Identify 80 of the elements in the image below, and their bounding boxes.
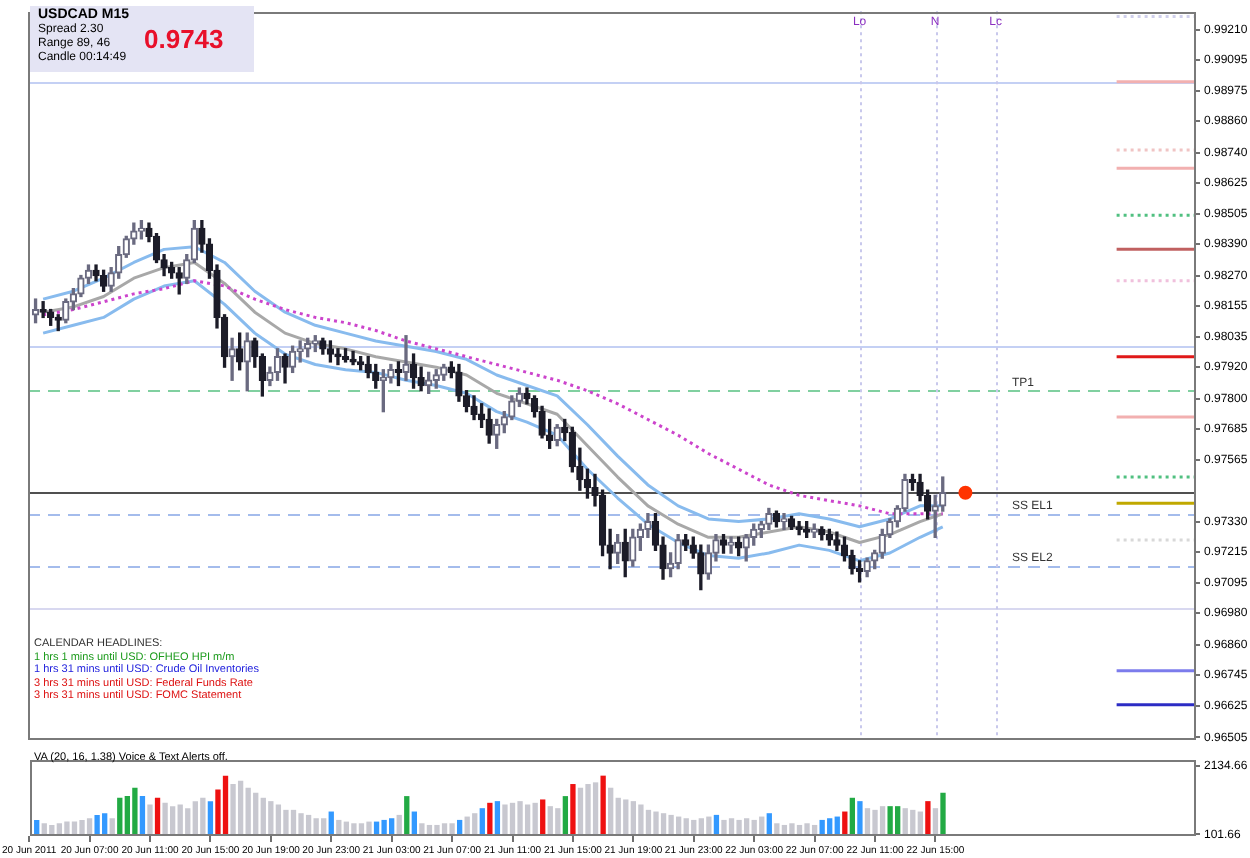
candlestick <box>674 533 682 570</box>
bar <box>592 782 599 836</box>
bar <box>313 818 319 836</box>
bar <box>570 784 576 836</box>
bar <box>487 802 493 836</box>
candlestick <box>485 408 493 444</box>
bar <box>298 813 304 836</box>
bar <box>419 823 425 836</box>
candlestick <box>780 513 788 531</box>
candlestick <box>470 395 478 421</box>
candlestick <box>614 533 622 565</box>
bar <box>940 792 946 836</box>
bar <box>132 787 138 836</box>
candlestick <box>682 533 690 552</box>
bar <box>434 824 440 836</box>
candlestick <box>349 350 357 366</box>
bar <box>585 784 591 836</box>
candlestick <box>281 353 289 384</box>
candlestick <box>326 340 335 363</box>
bar <box>502 804 508 836</box>
bar <box>562 796 569 836</box>
candlestick <box>795 520 803 536</box>
bar <box>857 801 863 836</box>
bar <box>222 775 229 836</box>
bar <box>283 809 289 836</box>
bar <box>540 799 546 836</box>
bar <box>124 796 130 836</box>
bar <box>64 821 70 836</box>
bar <box>230 784 236 836</box>
candlestick <box>765 507 773 531</box>
bar <box>774 823 780 836</box>
bar <box>721 819 727 836</box>
bar <box>237 780 244 836</box>
bar <box>449 823 455 836</box>
candlestick <box>727 536 735 554</box>
bar <box>162 802 168 836</box>
bar <box>94 814 100 836</box>
candlestick <box>719 533 728 554</box>
bar <box>600 775 606 836</box>
bar <box>404 796 410 836</box>
candlestick <box>243 332 251 392</box>
candlestick <box>825 528 834 546</box>
candlestick <box>334 348 342 366</box>
candlestick <box>432 369 440 389</box>
candlestick <box>493 418 501 449</box>
candlestick <box>175 267 183 295</box>
line-series <box>41 279 945 516</box>
bar <box>623 799 629 836</box>
candlestick <box>697 544 705 591</box>
candlestick <box>402 335 410 381</box>
bar <box>872 809 878 836</box>
bar <box>706 816 712 836</box>
bar <box>819 819 825 836</box>
bar <box>200 797 206 836</box>
annotation: 0.9743 <box>144 24 224 54</box>
bar <box>517 801 523 836</box>
candlestick <box>99 269 108 292</box>
candlestick <box>341 348 350 363</box>
candlestick <box>379 369 387 413</box>
bar <box>139 796 146 836</box>
bar <box>653 811 659 836</box>
candlestick <box>394 361 403 387</box>
bar <box>668 814 674 836</box>
bar <box>147 804 153 836</box>
bar <box>79 819 85 836</box>
candlestick <box>39 301 47 319</box>
candlestick <box>863 557 871 578</box>
bar <box>804 823 810 836</box>
candlestick <box>440 363 448 381</box>
bar <box>925 801 931 836</box>
bar <box>638 804 644 836</box>
bar <box>381 819 387 836</box>
bar <box>366 821 372 836</box>
bar <box>887 806 893 836</box>
bar <box>736 819 742 836</box>
bar <box>351 823 357 836</box>
candlestick <box>273 348 282 381</box>
candlestick <box>228 337 236 381</box>
candlestick <box>288 345 297 374</box>
bar <box>789 823 795 836</box>
